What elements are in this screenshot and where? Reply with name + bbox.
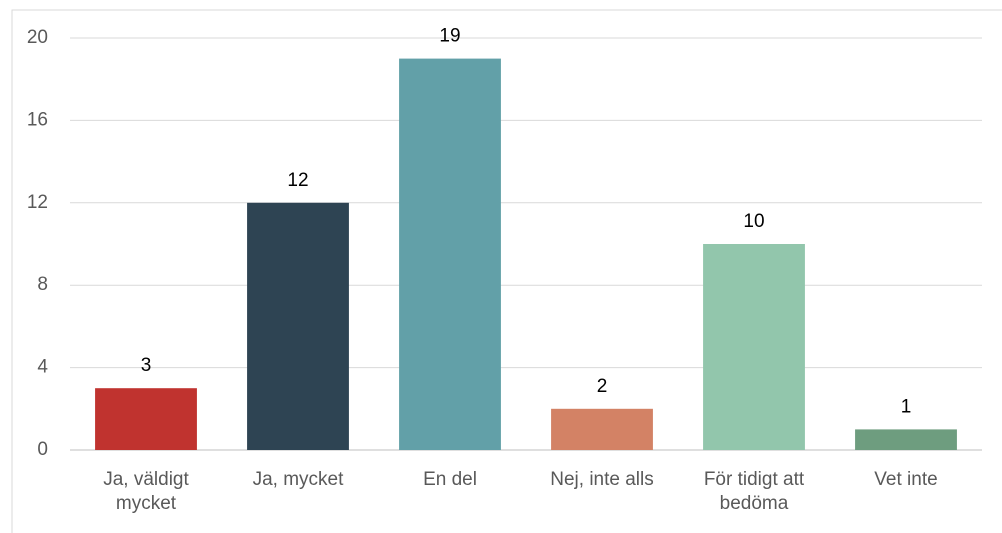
x-tick-label: Nej, inte alls (550, 469, 654, 490)
x-tick-label: Ja, väldigt mycket (103, 469, 189, 514)
x-tick-label: Ja, mycket (252, 469, 344, 490)
value-label: 2 (597, 376, 608, 397)
y-tick-label: 16 (27, 109, 48, 130)
y-tick-label: 8 (37, 274, 48, 295)
bar (399, 58, 501, 450)
x-tick-label: En del (423, 469, 477, 490)
value-label: 19 (439, 26, 460, 47)
value-label: 10 (743, 211, 764, 232)
x-tick-label: För tidigt att bedöma (703, 469, 805, 514)
y-tick-label: 0 (37, 439, 48, 460)
frame (11, 9, 1002, 533)
x-tick-label: Vet inte (874, 469, 938, 490)
bar (95, 388, 197, 450)
bar (551, 408, 653, 450)
value-label: 1 (901, 396, 912, 417)
value-label: 3 (141, 355, 152, 376)
bar (703, 244, 805, 450)
y-tick-label: 12 (27, 192, 48, 213)
y-tick-label: 4 (37, 357, 48, 378)
bar (247, 202, 349, 450)
value-label: 12 (287, 170, 308, 191)
bar (855, 429, 957, 450)
y-tick-label: 20 (27, 27, 48, 48)
